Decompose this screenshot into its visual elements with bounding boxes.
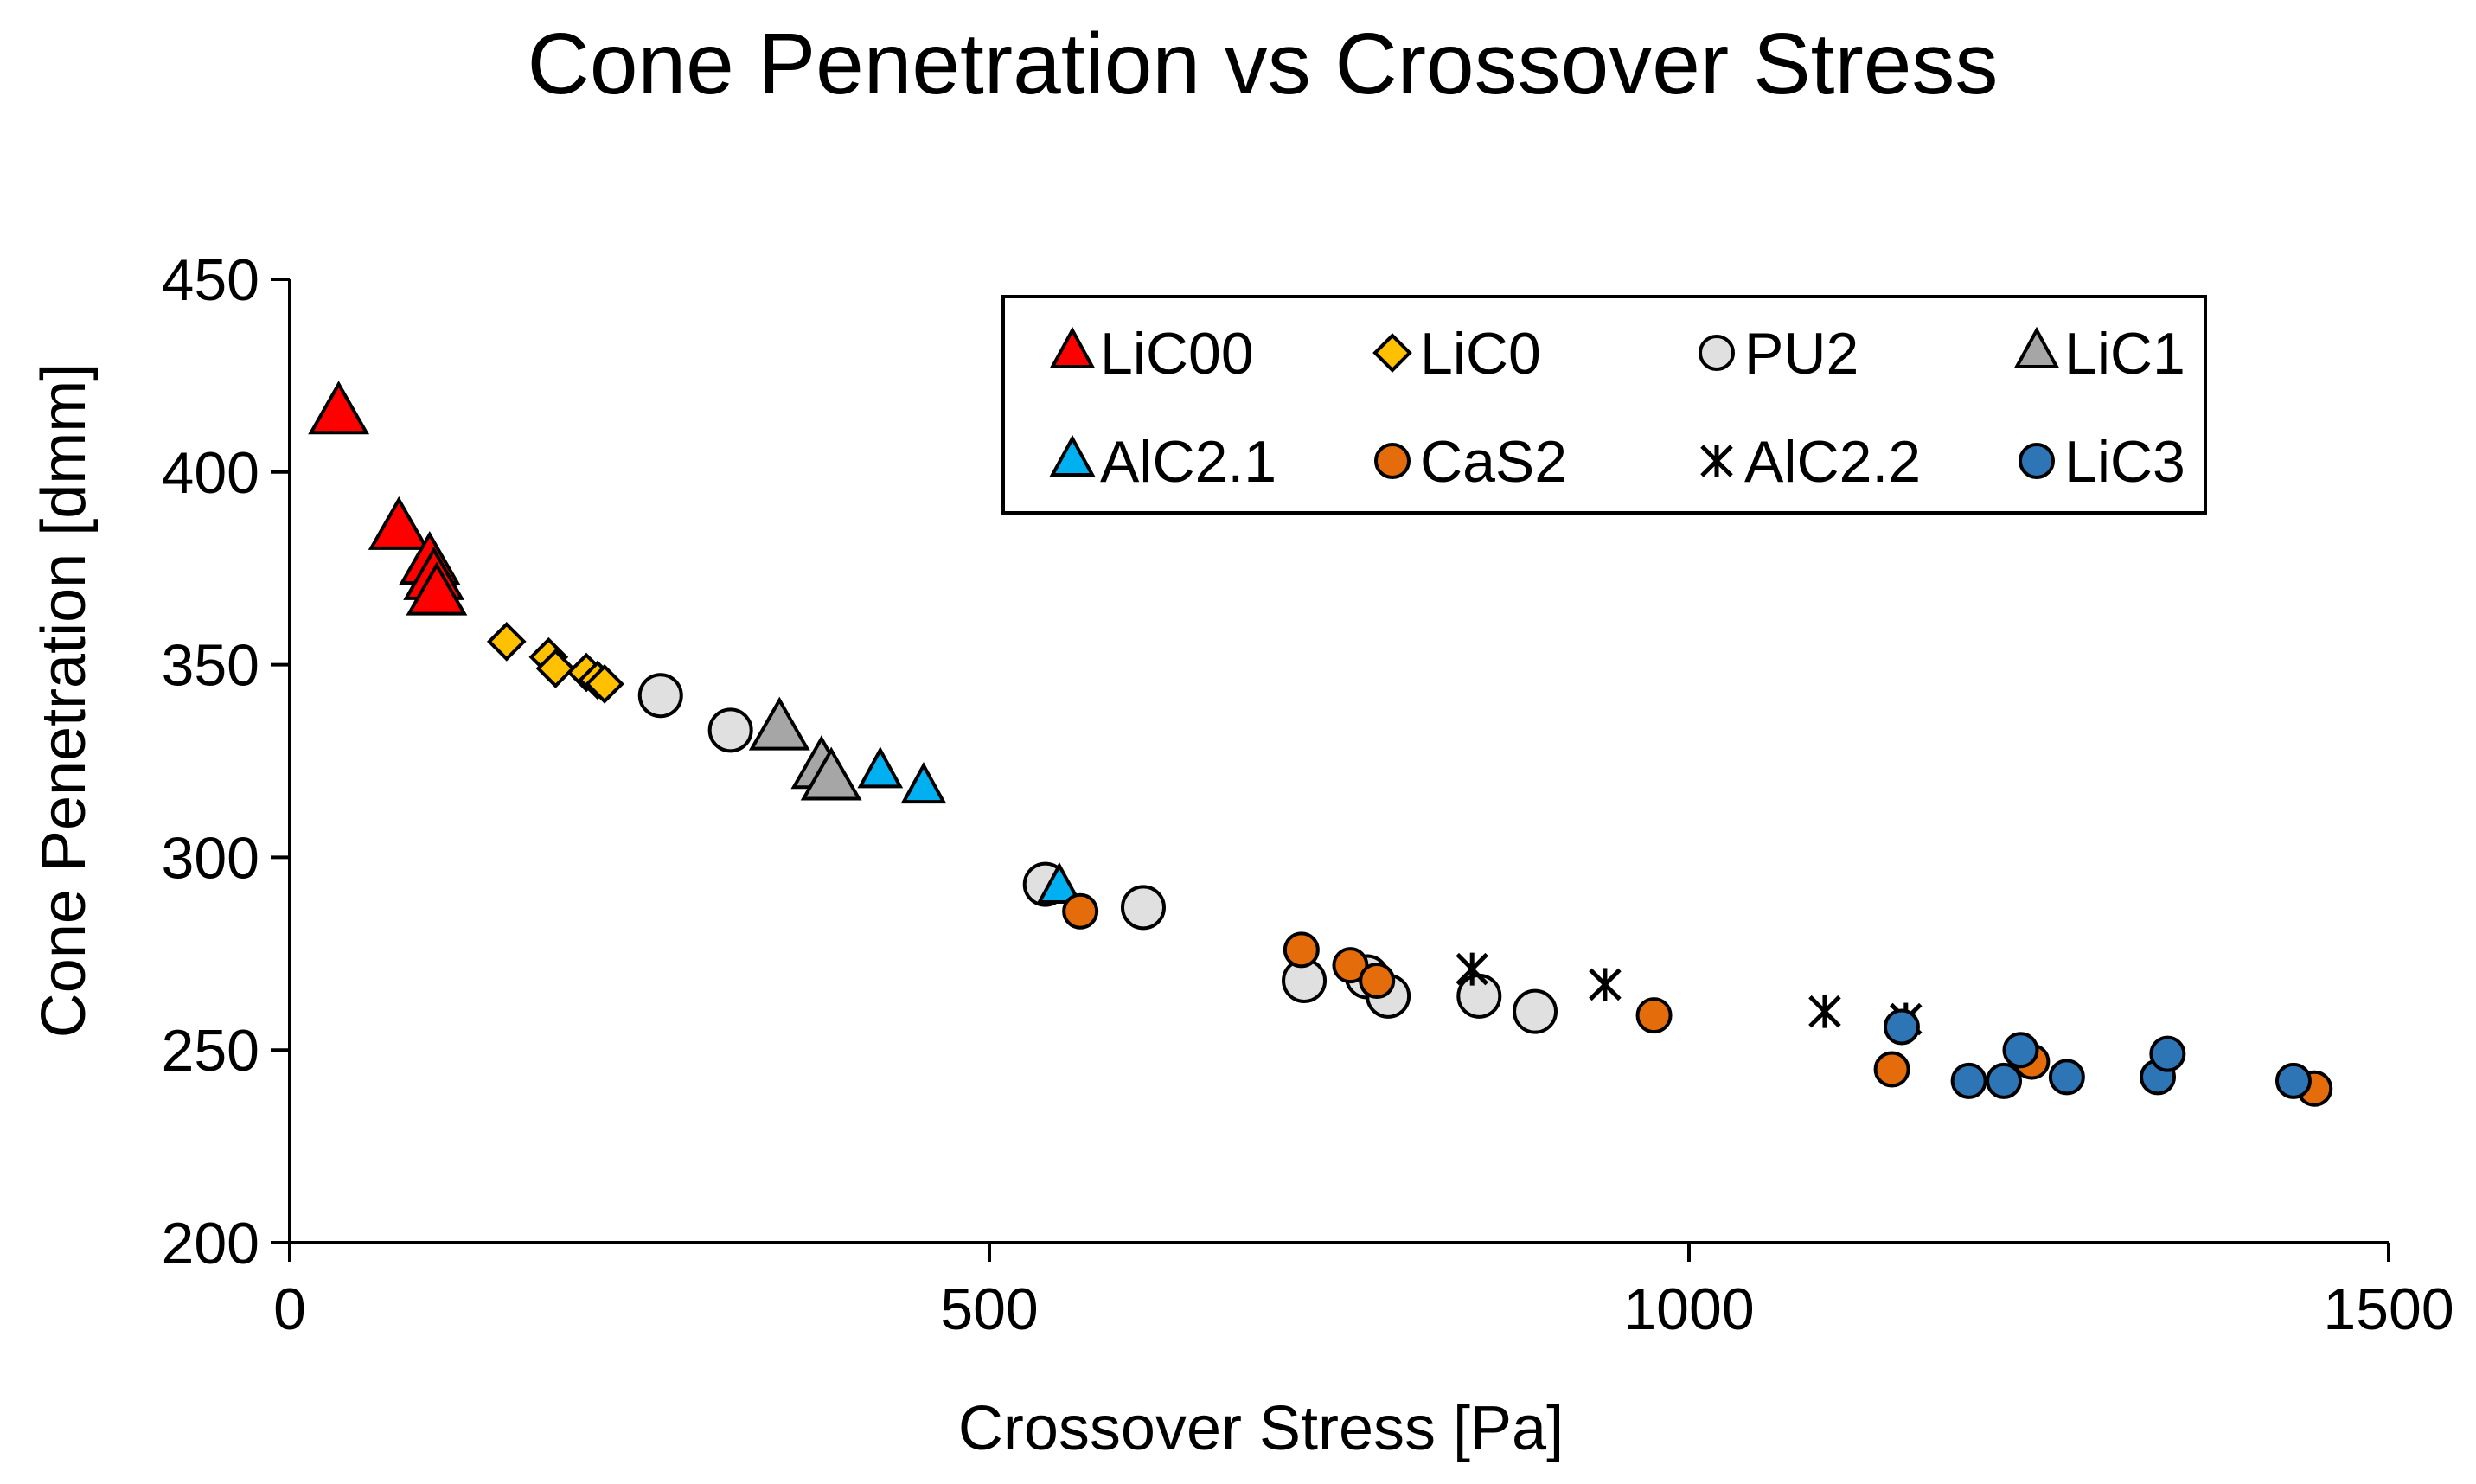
legend-marker (1699, 335, 1735, 371)
data-point (1062, 892, 1099, 930)
data-point-stroke (1589, 968, 1622, 1001)
y-tick-label: 450 (162, 247, 259, 313)
data-point (1513, 988, 1558, 1034)
legend-marker (1372, 333, 1412, 373)
data-point (637, 673, 683, 719)
data-point (1635, 997, 1673, 1034)
data-point (1036, 861, 1083, 905)
legend-item: LiC1 (2013, 321, 2185, 387)
legend-label: CaS2 (1420, 429, 1567, 495)
data-point (1332, 947, 1369, 984)
legend-label: LiC1 (2064, 321, 2185, 387)
legend-label: AlC2.2 (1744, 429, 1921, 495)
legend-marker (1374, 443, 1411, 479)
y-axis-label: Cone Penetration [dmm] (29, 363, 99, 1038)
data-point (1986, 1062, 2023, 1099)
x-tick-label: 0 (273, 1276, 306, 1342)
axes: 200 250 300 350 400 450 0 500 1000 1500 (162, 247, 2454, 1342)
data-point (748, 696, 810, 751)
series-lic1 (748, 696, 862, 801)
legend-item: AlC2.1 (1049, 429, 1276, 495)
series-lic0 (486, 622, 624, 704)
data-point (535, 649, 576, 688)
x-tick-label: 1500 (2323, 1276, 2454, 1342)
legend-label: LiC00 (1100, 321, 1254, 387)
x-axis-label: Crossover Stress [Pa] (958, 1394, 1564, 1463)
data-point-stroke (1456, 952, 1488, 986)
data-point (1873, 1051, 1910, 1088)
series-cas2 (1062, 892, 2333, 1107)
legend-item: LiC0 (1372, 321, 1541, 387)
data-point (308, 381, 370, 435)
legend-label: PU2 (1744, 321, 1859, 387)
chart-title: Cone Penetration vs Crossover Stress (528, 16, 1999, 112)
legend-label: LiC0 (1420, 321, 1541, 387)
data-point (1456, 973, 1502, 1019)
x-tick-label: 500 (940, 1276, 1038, 1342)
legend-marker-stroke (1700, 445, 1733, 477)
legend-item: LiC3 (2019, 429, 2185, 495)
legend-label: AlC2.1 (1100, 429, 1276, 495)
y-tick-label: 350 (162, 633, 259, 699)
x-tick-label: 1000 (1623, 1276, 1754, 1342)
data-point (368, 496, 430, 550)
data-point (2149, 1035, 2186, 1072)
data-point (2274, 1062, 2312, 1099)
data-point (1950, 1062, 1987, 1099)
data-point (1283, 931, 1320, 969)
data-point (900, 761, 947, 804)
data-point-stroke (1808, 995, 1841, 1028)
legend-marker (2019, 443, 2055, 479)
data-point (1808, 995, 1841, 1028)
legend-item: PU2 (1699, 321, 1859, 387)
legend-item: AlC2.2 (1700, 429, 1921, 495)
data-point (1120, 885, 1166, 931)
y-tick-label: 400 (162, 440, 259, 506)
data-point (585, 664, 624, 704)
data-point (1883, 1008, 1920, 1046)
y-tick-label: 300 (162, 825, 259, 891)
legend-marker (2013, 326, 2060, 368)
legend-marker (1049, 434, 1096, 477)
y-tick-label: 200 (162, 1211, 259, 1276)
data-point (857, 746, 904, 789)
legend: LiC00 LiC0 PU2 LiC1 AlC2.1 CaS2 AlC2.2 LiC3 (1001, 295, 2207, 515)
series-lic00 (308, 381, 468, 616)
data-point (406, 561, 468, 616)
data-points (308, 381, 2333, 1107)
legend-item: CaS2 (1374, 429, 1567, 495)
data-point (1359, 962, 1396, 999)
legend-marker (1700, 445, 1733, 477)
series-alc2-1 (857, 746, 1083, 905)
data-point (2002, 1032, 2039, 1069)
data-point (1456, 952, 1488, 986)
series-lic3 (1883, 1008, 2312, 1099)
data-point (486, 622, 527, 662)
legend-item: LiC00 (1049, 321, 1254, 387)
legend-marker (1049, 326, 1096, 368)
legend-box (1001, 295, 2207, 515)
y-tick-label: 250 (162, 1018, 259, 1084)
data-point (800, 746, 862, 801)
data-point (707, 707, 753, 753)
data-point (1589, 968, 1622, 1001)
legend-label: LiC3 (2064, 429, 2185, 495)
data-point (2048, 1059, 2085, 1096)
